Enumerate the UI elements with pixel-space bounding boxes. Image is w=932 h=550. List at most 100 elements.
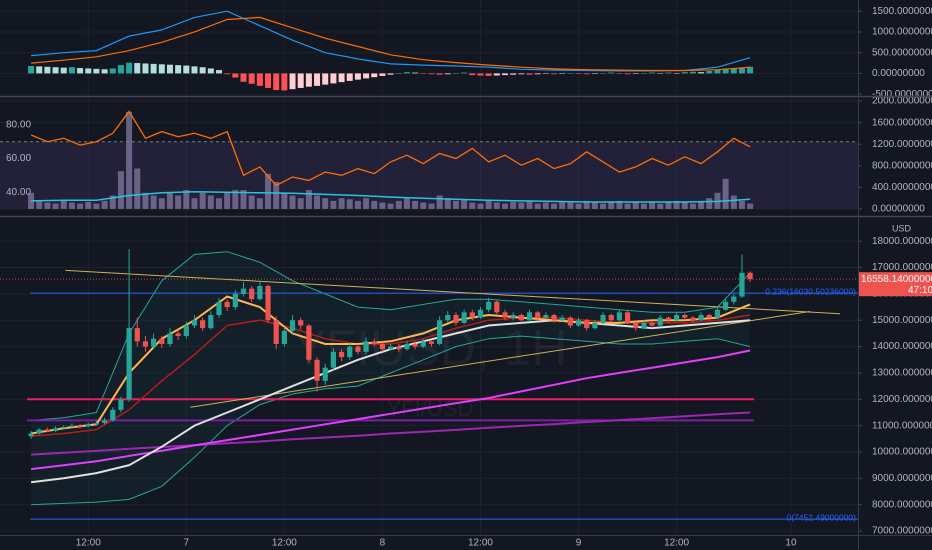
candle-body bbox=[44, 429, 50, 431]
volume-bar bbox=[77, 203, 84, 209]
volume-bar bbox=[207, 195, 214, 209]
y-tick-label: 1500.00000000 bbox=[872, 6, 932, 17]
bollinger-upper bbox=[31, 251, 751, 421]
candle-body bbox=[330, 351, 336, 368]
histogram-bar bbox=[281, 73, 288, 91]
moving-average bbox=[30, 295, 751, 435]
histogram-bar bbox=[215, 70, 222, 74]
y-tick-label: 7000.00000000 bbox=[872, 526, 932, 537]
volume-bar bbox=[314, 195, 321, 209]
candle-body bbox=[224, 301, 230, 308]
histogram-bar bbox=[608, 72, 615, 74]
candle-body bbox=[387, 346, 394, 350]
candle-body bbox=[314, 359, 320, 381]
candle-body bbox=[126, 328, 132, 400]
candle-body bbox=[445, 314, 451, 321]
candle-body bbox=[93, 423, 100, 425]
histogram-bar bbox=[632, 73, 639, 74]
volume-bar bbox=[567, 202, 574, 209]
candle-body bbox=[273, 320, 279, 344]
candle-body bbox=[428, 341, 435, 344]
volume-bar bbox=[166, 192, 173, 209]
histogram-bar bbox=[657, 73, 664, 74]
candle-body bbox=[142, 341, 149, 347]
volume-bar bbox=[142, 192, 149, 209]
volume-bar bbox=[616, 200, 623, 209]
histogram-bar bbox=[224, 73, 231, 75]
histogram-bar bbox=[412, 72, 419, 74]
y-tick-label: 9000.00000000 bbox=[872, 473, 932, 484]
histogram-bar bbox=[689, 71, 696, 74]
histogram-bar bbox=[240, 73, 247, 82]
y-tick-label: 500.00000000 bbox=[872, 47, 932, 58]
volume-bar bbox=[232, 190, 239, 209]
volume-bar bbox=[289, 195, 296, 209]
histogram-bar bbox=[501, 73, 508, 76]
histogram-bar bbox=[256, 73, 263, 86]
histogram-bar bbox=[591, 73, 598, 74]
candle-body bbox=[191, 320, 198, 326]
volume-ma-line bbox=[31, 190, 751, 203]
candle-body bbox=[739, 272, 745, 297]
x-tick-label: 8 bbox=[380, 538, 386, 549]
volume-bar bbox=[542, 202, 549, 209]
volume-bar bbox=[526, 200, 533, 209]
histogram-bar bbox=[363, 73, 370, 79]
histogram-bar bbox=[126, 62, 133, 74]
candle-body bbox=[747, 272, 753, 280]
candle-body bbox=[363, 341, 369, 352]
last-price-box bbox=[858, 272, 932, 297]
histogram-bar bbox=[265, 73, 272, 88]
histogram-bar bbox=[297, 73, 304, 88]
candle-body bbox=[257, 285, 263, 300]
volume-bar bbox=[240, 190, 247, 209]
y-tick-label: 14000.00000000 bbox=[872, 341, 932, 352]
candle-body bbox=[200, 320, 206, 329]
volume-bar bbox=[215, 198, 222, 209]
histogram-bar bbox=[738, 67, 745, 74]
volume-bar bbox=[256, 198, 263, 209]
candle-body bbox=[85, 424, 91, 427]
histogram-bar bbox=[68, 67, 75, 74]
y-tick-label: 80.00 bbox=[6, 120, 31, 131]
volume-bar bbox=[93, 203, 100, 209]
histogram-bar bbox=[142, 63, 149, 74]
histogram-bar bbox=[354, 73, 361, 80]
histogram-bar bbox=[346, 73, 353, 81]
y-tick-label: 15000.00000000 bbox=[872, 315, 932, 326]
y-tick-label: 1200.00000000 bbox=[872, 139, 932, 150]
histogram-bar bbox=[575, 73, 582, 74]
trendline bbox=[65, 269, 841, 315]
histogram-bar bbox=[175, 65, 182, 74]
histogram-bar bbox=[44, 66, 51, 74]
candle-body bbox=[420, 341, 426, 347]
histogram-bar bbox=[583, 73, 590, 75]
histogram-bar bbox=[158, 64, 165, 74]
histogram-bar bbox=[93, 68, 100, 74]
volume-bar bbox=[134, 168, 141, 209]
candle-body bbox=[714, 309, 721, 318]
histogram-bar bbox=[305, 73, 312, 87]
y-tick-label: -500.00000000 bbox=[872, 89, 932, 100]
histogram-bar bbox=[289, 73, 296, 90]
candle-body bbox=[535, 312, 541, 318]
histogram-bar bbox=[191, 66, 198, 74]
histogram-bar bbox=[510, 73, 517, 75]
histogram-bar bbox=[60, 67, 67, 74]
candle-body bbox=[265, 285, 271, 321]
volume-bar bbox=[534, 203, 541, 209]
volume-bar bbox=[591, 202, 598, 209]
volume-bar bbox=[273, 181, 280, 209]
candle-body bbox=[592, 322, 598, 329]
volume-bar bbox=[158, 198, 165, 209]
rsi-line bbox=[30, 110, 751, 187]
y-tick-label: 400.00000000 bbox=[872, 182, 932, 193]
volume-bar bbox=[698, 200, 705, 209]
candle-body bbox=[584, 320, 590, 329]
volume-bar bbox=[403, 198, 410, 209]
candle-body bbox=[281, 330, 287, 344]
histogram-bar bbox=[28, 65, 35, 74]
volume-bar bbox=[632, 202, 639, 209]
histogram-bar bbox=[559, 73, 566, 74]
